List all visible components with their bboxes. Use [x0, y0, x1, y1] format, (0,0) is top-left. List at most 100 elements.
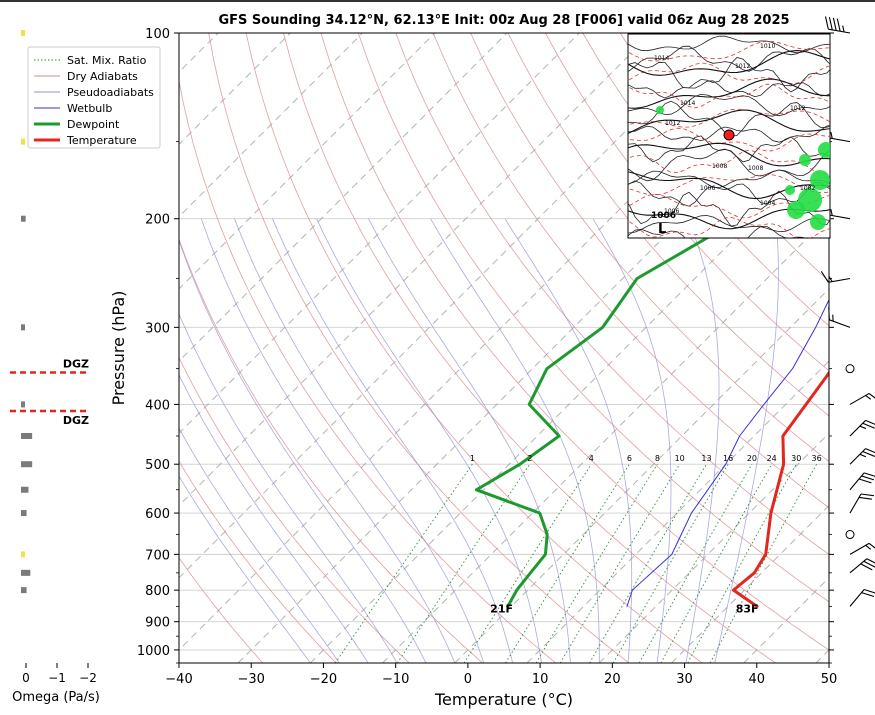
- y-tick-label: 700: [145, 548, 170, 563]
- isotherm-line: [237, 71, 829, 663]
- y-tick-label: 200: [145, 213, 170, 228]
- location-marker: [723, 129, 735, 141]
- omega-bar: [21, 486, 29, 493]
- pseudoadiabat: [200, 218, 456, 663]
- dry-adiabat: [283, 33, 776, 663]
- omega-bar: [21, 587, 27, 594]
- map-boundary: [628, 148, 830, 182]
- mixing-ratio-line: [559, 463, 681, 663]
- map-isobar: [628, 171, 830, 200]
- map-isobar-label: 1002: [800, 185, 815, 192]
- pseudoadiabat: [685, 218, 720, 663]
- dry-adiabat: [470, 33, 829, 463]
- dgz-label: DGZ: [63, 414, 89, 427]
- map-boundary: [628, 125, 830, 143]
- wind-barb: [849, 542, 875, 555]
- x-axis: −40 −30 −20 −10 0 10 20 30 40 50: [165, 663, 837, 687]
- map-isobar-label: 1012: [790, 105, 805, 112]
- mixing-ratio-line: [687, 463, 797, 663]
- map-isobar: [628, 78, 830, 109]
- mixing-ratio-line: [612, 463, 729, 663]
- isotherm-line: [179, 33, 797, 651]
- pseudoadiabat: [504, 218, 633, 663]
- pseudoadiabat: [179, 475, 311, 663]
- map-boundary: [628, 169, 830, 189]
- mixing-ratio-line: [463, 463, 592, 663]
- pseudoadiabat: [234, 218, 485, 663]
- legend-entry: Pseudoadiabats: [67, 86, 154, 99]
- x-tick-label: 40: [749, 672, 766, 687]
- mixing-ratio-line: [535, 463, 658, 663]
- omega-tick-label: 0: [22, 671, 30, 685]
- barb-staff: [829, 319, 851, 328]
- map-isobar: [628, 142, 830, 167]
- omega-panel: DGZ DGZ 0 −1 −2 Omega (Pa/s): [10, 30, 100, 705]
- isotherm-line: [179, 33, 508, 362]
- barb-full: [828, 17, 833, 30]
- mixing-ratio-line: [638, 463, 753, 663]
- legend-entry: Dry Adiabats: [67, 70, 138, 83]
- omega-ticks: 0 −1 −2: [22, 663, 97, 685]
- y-tick-label: 400: [145, 398, 170, 413]
- barb-full: [866, 558, 875, 566]
- barb-staff: [849, 448, 866, 465]
- legend-entry: Dewpoint: [67, 118, 120, 131]
- y-tick-label: 900: [145, 616, 170, 631]
- barb-staff: [849, 542, 870, 555]
- profile-lines: [474, 126, 829, 608]
- mixing-ratio-label: 36: [811, 454, 821, 463]
- pseudoadiabat: [179, 239, 427, 663]
- barb-staff: [849, 589, 865, 607]
- barb-full: [858, 496, 872, 500]
- barb-full: [862, 450, 875, 457]
- surface-label: 21F: [490, 603, 513, 616]
- map-precip: [818, 142, 830, 158]
- chart-title: GFS Sounding 34.12°N, 62.13°E Init: 00z …: [218, 13, 789, 28]
- map-boundary: [628, 80, 830, 99]
- map-isotherm: [628, 149, 830, 175]
- barb-full: [861, 475, 875, 481]
- mixing-ratio-line: [709, 463, 817, 663]
- omega-bar: [21, 510, 27, 517]
- pseudoadiabat: [714, 218, 779, 663]
- x-tick-label: 50: [821, 672, 838, 687]
- map-precip: [785, 185, 795, 195]
- pseudoadiabat: [430, 218, 600, 663]
- dry-adiabat: [179, 557, 264, 663]
- mixing-ratio-label: 30: [791, 454, 801, 463]
- map-isobar-label: 1014: [654, 55, 669, 62]
- isotherm-line: [598, 432, 829, 663]
- mixing-ratio-label: 2: [527, 454, 532, 463]
- map-isotherm: [628, 127, 830, 152]
- y-tick-label: 100: [145, 27, 170, 42]
- pseudoadiabat: [179, 313, 398, 663]
- barb-full: [863, 472, 875, 478]
- wind-barb: [849, 589, 875, 607]
- map-isobar-label: 1004: [760, 200, 775, 207]
- barb-full: [824, 16, 829, 30]
- mixing-ratio-label: 16: [723, 454, 733, 463]
- barb-full: [860, 563, 873, 571]
- map-isotherm: [628, 108, 830, 128]
- barb-half: [842, 25, 845, 33]
- dry-adiabat: [432, 33, 829, 509]
- isotherm-line: [454, 288, 829, 663]
- omega-bar: [21, 432, 33, 439]
- top-border: [0, 0, 875, 2]
- mixing-ratio-line: [505, 463, 630, 663]
- mixing-ratio-label: 8: [655, 454, 660, 463]
- dry-adiabat: [179, 460, 337, 663]
- calm-circle: [845, 530, 855, 540]
- barb-staff: [828, 28, 851, 34]
- y-tick-label: 1000: [137, 644, 170, 659]
- barb-half: [859, 425, 867, 430]
- barb-staff: [828, 137, 851, 143]
- map-isobar-label: 1006: [700, 185, 715, 192]
- legend-entry: Sat. Mix. Ratio: [67, 54, 147, 67]
- mixing-ratio-labels: 1 2 4 6 8 10 13 16 20 24 30 36: [470, 454, 822, 463]
- barb-half: [865, 544, 872, 550]
- barb-full: [861, 592, 875, 598]
- wind-barb: [828, 306, 851, 328]
- map-boundary: [628, 45, 830, 72]
- mixing-ratio-label: 13: [701, 454, 711, 463]
